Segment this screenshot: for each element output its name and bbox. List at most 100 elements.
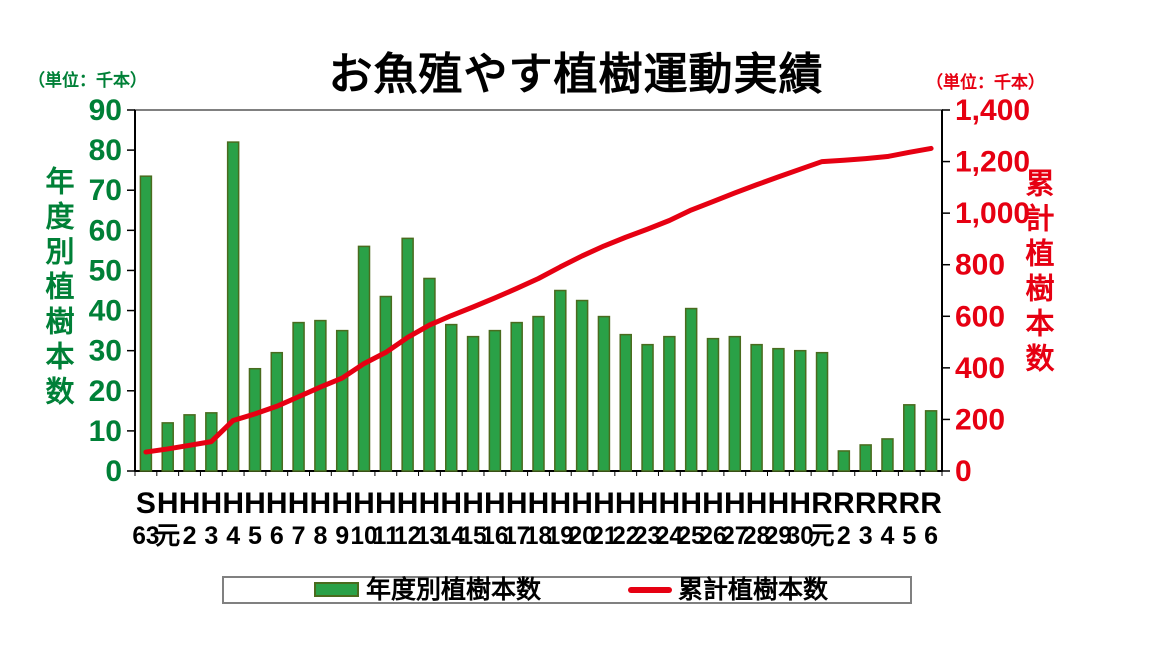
x-category-era-label: R (877, 487, 899, 520)
x-category-era-label: H (768, 487, 790, 520)
x-category-era-label: H (789, 487, 811, 520)
right-axis-tick-label: 1,000 (955, 197, 1030, 230)
x-category-year-label: 17 (503, 522, 530, 550)
right-axis-tick-label: 200 (955, 403, 1005, 436)
x-category-year-label: 27 (721, 522, 748, 550)
x-category-era-label: H (222, 487, 244, 520)
x-category-era-label: H (615, 487, 637, 520)
x-category-era-label: H (375, 487, 397, 520)
bar-annual (750, 343, 763, 472)
left-axis-tick-label: 40 (89, 295, 122, 328)
x-category-year-label: 4 (226, 522, 240, 550)
x-category-era-label: H (310, 487, 332, 520)
x-category-era-label: R (833, 487, 855, 520)
bar-annual (270, 351, 284, 472)
x-category-year-label: 9 (335, 522, 349, 550)
x-category-era-label: H (201, 487, 223, 520)
x-category-era-label: H (506, 487, 528, 520)
bar-annual (684, 307, 698, 472)
legend-line-label: 累計植樹本数 (678, 576, 829, 604)
bar-annual (248, 367, 262, 472)
x-category-year-label: 6 (924, 522, 938, 550)
x-category-era-label: H (571, 487, 593, 520)
cumulative-line (143, 145, 934, 455)
x-category-year-label: 6 (270, 522, 284, 550)
bar-annual (728, 335, 742, 472)
x-category-era-label: H (680, 487, 702, 520)
legend-line-swatch-icon (628, 587, 672, 593)
x-category-year-label: 11 (372, 522, 399, 550)
left-axis-tick-label: 50 (89, 254, 122, 287)
bar-annual (226, 141, 240, 472)
x-category-year-label: 10 (351, 522, 378, 550)
left-axis-tick-label: 70 (89, 174, 122, 207)
x-category-era-label: H (419, 487, 441, 520)
x-category-era-label: R (855, 487, 877, 520)
x-category-era-label: H (440, 487, 462, 520)
x-category-year-label: 29 (765, 522, 792, 550)
x-category-era-label: H (266, 487, 288, 520)
right-axis-tick-label: 400 (955, 352, 1005, 385)
x-category-year-label: 2 (183, 522, 197, 550)
x-category-year-label: 21 (590, 522, 617, 550)
x-category-year-label: 3 (859, 522, 873, 550)
x-category-era-label: H (462, 487, 484, 520)
right-axis-unit: （単位：千本） (926, 73, 1045, 92)
x-category-year-label: 20 (569, 522, 596, 550)
left-axis-tick-label: 0 (105, 455, 122, 488)
x-category-era-label: H (179, 487, 201, 520)
bar-annual (706, 337, 720, 472)
x-category-era-label: H (528, 487, 550, 520)
bar-annual (139, 175, 153, 472)
x-category-era-label: H (288, 487, 310, 520)
left-axis-tick-label: 20 (89, 375, 122, 408)
left-axis-tick-label: 30 (89, 335, 122, 368)
x-category-era-label: H (157, 487, 179, 520)
x-category-era-label: H (746, 487, 768, 520)
bar-annual (423, 277, 436, 472)
x-category-year-label: 7 (292, 522, 306, 550)
x-category-era-label: H (244, 487, 266, 520)
bar-annual (837, 450, 851, 472)
x-category-year-label: 8 (313, 522, 327, 550)
x-category-year-label: 5 (248, 522, 262, 550)
x-category-era-label: R (920, 487, 942, 520)
bar-annual (314, 319, 327, 472)
x-category-year-label: 23 (634, 522, 661, 550)
x-category-year-label: 15 (460, 522, 487, 550)
bar-annual (575, 299, 589, 472)
x-category-year-label: 12 (394, 522, 421, 550)
x-category-year-label: 63 (132, 522, 159, 550)
x-category-year-label: 元 (810, 522, 835, 550)
bar-annual (401, 237, 414, 472)
left-axis-tick-label: 80 (89, 134, 122, 167)
x-category-year-label: 30 (787, 522, 814, 550)
bar-annual (619, 333, 632, 472)
bar-annual (532, 315, 545, 472)
chart-title: お魚殖やす植樹運動実績 (328, 50, 824, 99)
x-category-era-label: R (898, 487, 920, 520)
x-category-year-label: 24 (656, 522, 683, 550)
x-category-era-label: H (702, 487, 724, 520)
bar-annual (379, 295, 393, 472)
x-category-era-label: H (593, 487, 615, 520)
bar-annual (859, 444, 872, 472)
left-axis-title: 年度別植樹本数 (41, 166, 73, 411)
x-category-year-label: 14 (438, 522, 465, 550)
bar-annual (488, 329, 502, 472)
x-category-era-label: H (331, 487, 353, 520)
x-category-era-label: H (484, 487, 506, 520)
x-category-year-label: 22 (612, 522, 639, 550)
x-category-year-label: 19 (547, 522, 574, 550)
x-category-era-label: H (724, 487, 746, 520)
bar-annual (510, 321, 523, 472)
right-axis-tick-label: 0 (955, 455, 972, 488)
bar-annual (903, 404, 916, 472)
bar-annual (466, 335, 480, 472)
x-category-year-label: 26 (699, 522, 726, 550)
x-category-era-label: H (637, 487, 659, 520)
left-axis-tick-label: 90 (89, 94, 122, 127)
x-category-era-label: H (397, 487, 419, 520)
bar-annual (663, 335, 676, 472)
